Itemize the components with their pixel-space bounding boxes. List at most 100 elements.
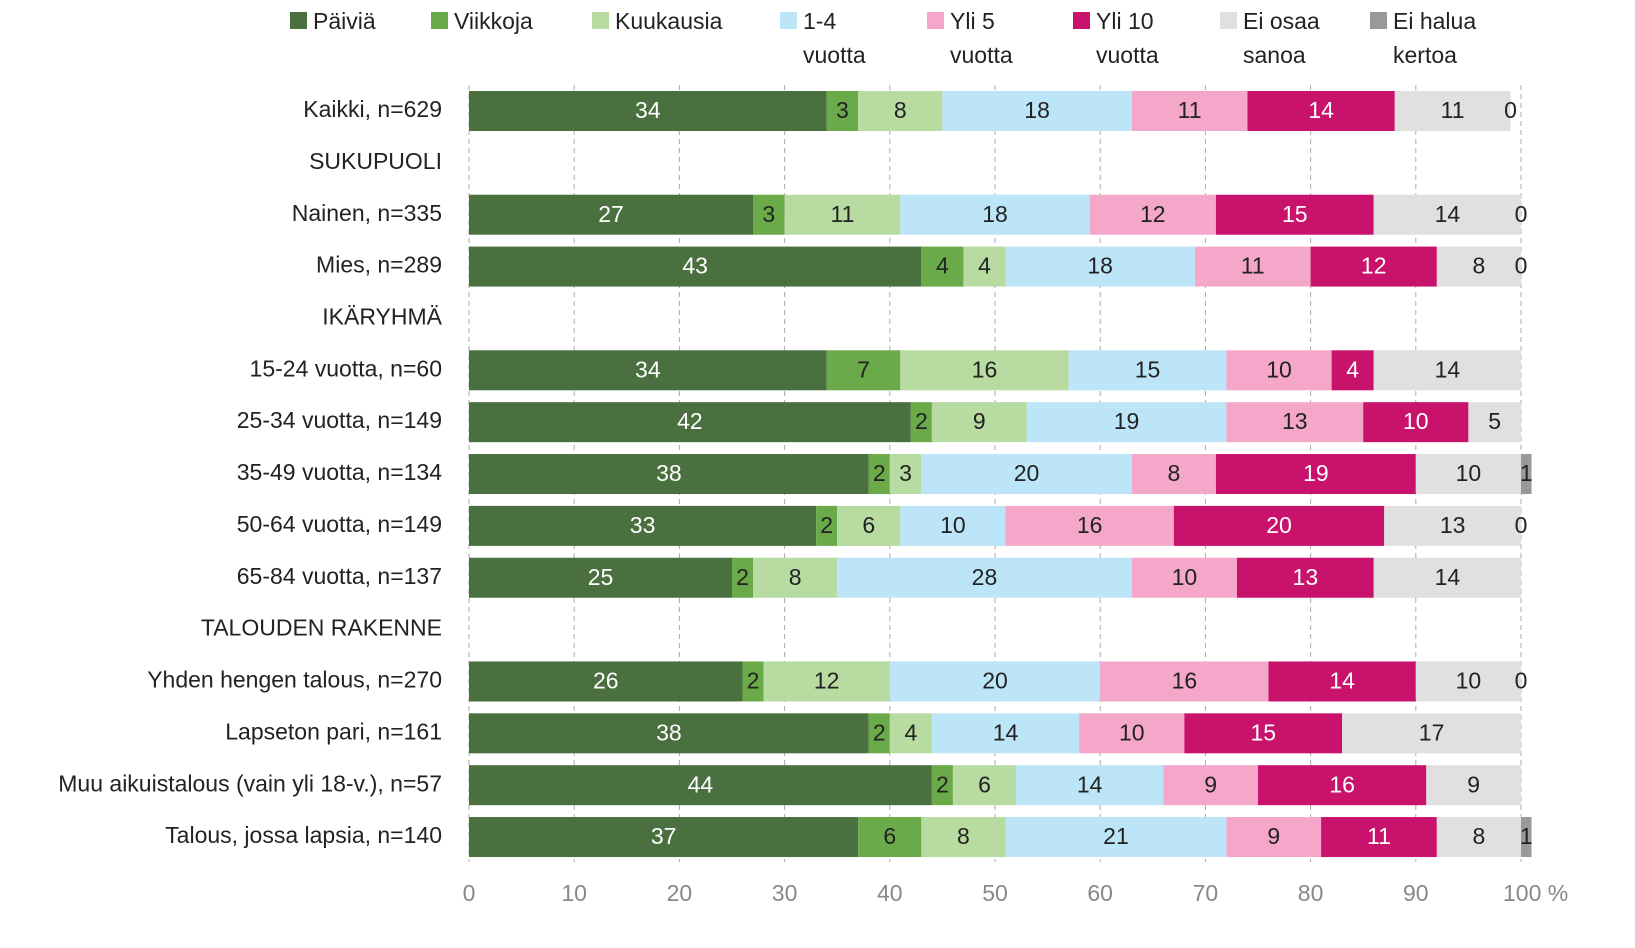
bar-segment [1226, 350, 1332, 391]
x-tick-label: 50 [982, 880, 1008, 906]
category-label: TALOUDEN RAKENNE [201, 615, 442, 641]
data-label: 2 [915, 408, 928, 434]
bar-segment [837, 505, 901, 546]
data-label: 6 [978, 771, 991, 797]
data-label: 10 [1403, 408, 1429, 434]
x-tick-label: 90 [1403, 880, 1429, 906]
bar-segment [753, 194, 785, 235]
data-label: 8 [894, 97, 907, 123]
x-tick-label: 40 [877, 880, 903, 906]
data-label: 0 [1515, 668, 1528, 694]
data-label: 2 [873, 719, 886, 745]
data-label: 6 [883, 823, 896, 849]
data-label: 2 [747, 668, 760, 694]
category-label: 50-64 vuotta, n=149 [237, 511, 442, 537]
legend-label: Päiviä [313, 8, 376, 34]
bar-segment [753, 557, 838, 598]
data-label: 0 [1515, 201, 1528, 227]
data-label: 15 [1135, 356, 1161, 382]
bar-segment [1005, 246, 1195, 287]
x-tick-label: 70 [1193, 880, 1219, 906]
bar-segment [826, 350, 901, 391]
data-label: 10 [1266, 356, 1292, 382]
bar-segment [1321, 817, 1437, 858]
data-label: 34 [635, 356, 661, 382]
bar-segment [1415, 454, 1521, 495]
legend-label: Viikkoja [454, 8, 533, 34]
bar-segment [1384, 505, 1521, 546]
x-tick-label: 60 [1087, 880, 1113, 906]
data-label: 10 [940, 512, 966, 538]
bar-segment [469, 91, 827, 131]
legend-label: Yli 10 vuotta [1096, 8, 1159, 68]
bar-segment [469, 505, 817, 546]
bar-segment [1415, 661, 1521, 702]
data-label: 37 [651, 823, 677, 849]
data-label: 20 [1014, 460, 1040, 486]
legend-item: 1-4 vuotta [780, 4, 903, 72]
data-label: 11 [1441, 97, 1465, 123]
bar-segment [763, 661, 890, 702]
data-label: 0 [1504, 97, 1517, 123]
legend-swatch [780, 12, 797, 29]
bar-segment [1373, 557, 1521, 598]
category-label: 65-84 vuotta, n=137 [237, 563, 442, 589]
bar-segment [1173, 505, 1385, 546]
legend-item: Yli 10 vuotta [1073, 4, 1196, 72]
bar-segment [1247, 91, 1395, 131]
data-label: 14 [1329, 668, 1355, 694]
data-label: 2 [936, 771, 949, 797]
data-label: 9 [1204, 771, 1217, 797]
bar-segment [469, 713, 869, 754]
data-label: 4 [936, 253, 949, 279]
data-label: 26 [593, 668, 619, 694]
bar-segment [1394, 91, 1511, 131]
bar-segment [1268, 661, 1416, 702]
bar-segment [889, 713, 932, 754]
data-label: 11 [1241, 253, 1265, 279]
data-label: 11 [831, 201, 855, 227]
bar-segment [900, 350, 1069, 391]
data-label: 12 [1140, 201, 1166, 227]
bar-segment [469, 246, 922, 287]
legend-swatch [1220, 12, 1237, 29]
data-label: 25 [588, 564, 614, 590]
bar-segment [889, 454, 922, 495]
data-label: 13 [1282, 408, 1308, 434]
bar-segment [469, 557, 732, 598]
bar-segment [858, 91, 943, 131]
data-label: 14 [1308, 97, 1334, 123]
bar-segment [1131, 557, 1237, 598]
legend-item: Ei halua kertoa [1370, 4, 1511, 72]
bar-segment [1005, 817, 1227, 858]
bar-segment [900, 194, 1090, 235]
bar-segment [837, 557, 1132, 598]
category-label: Mies, n=289 [316, 252, 442, 278]
data-label: 38 [656, 460, 682, 486]
legend-label: 1-4 vuotta [803, 8, 866, 68]
data-label: 12 [814, 668, 840, 694]
bar-segment [1310, 246, 1437, 287]
x-tick-label: 30 [772, 880, 798, 906]
data-label: 9 [973, 408, 986, 434]
bar-segment [1026, 402, 1227, 443]
data-label: 1 [1520, 460, 1533, 486]
data-label: 12 [1361, 253, 1387, 279]
category-label: Nainen, n=335 [292, 200, 442, 226]
bar-segment [469, 454, 869, 495]
data-label: 13 [1440, 512, 1466, 538]
data-label: 14 [993, 719, 1019, 745]
bar-segment [942, 91, 1132, 131]
category-label: SUKUPUOLI [309, 148, 442, 174]
legend-item: Viikkoja [431, 4, 594, 38]
data-label: 21 [1103, 823, 1129, 849]
bar-segment [469, 817, 859, 858]
data-label: 43 [682, 253, 708, 279]
data-label: 10 [1456, 668, 1482, 694]
bar-segment [1226, 817, 1322, 858]
x-tick-label: 10 [561, 880, 587, 906]
bar-segment [931, 402, 1027, 443]
data-label: 28 [972, 564, 998, 590]
data-label: 0 [1515, 512, 1528, 538]
